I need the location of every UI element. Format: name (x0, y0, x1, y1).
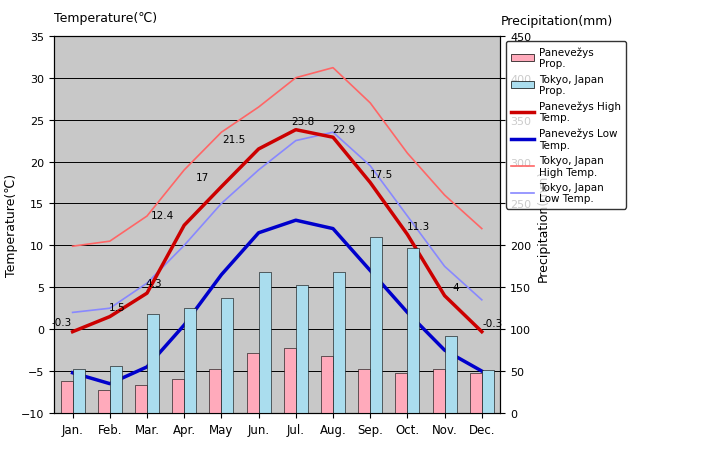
Text: 1.5: 1.5 (109, 302, 125, 312)
Bar (370, 237, 382, 413)
Y-axis label: Precipitation(mm): Precipitation(mm) (537, 169, 550, 281)
Bar (210, 369, 222, 413)
Text: Precipitation(mm): Precipitation(mm) (500, 15, 613, 28)
Bar (60, 381, 73, 413)
Text: 11.3: 11.3 (407, 221, 430, 231)
Text: 4.3: 4.3 (145, 279, 162, 289)
Bar (135, 386, 147, 413)
Text: 17.5: 17.5 (369, 169, 393, 179)
Bar (73, 369, 84, 413)
Bar (172, 380, 184, 413)
Bar (470, 373, 482, 413)
Bar (147, 314, 159, 413)
Legend: Panevežys
Prop., Tokyo, Japan
Prop., Panevežys High
Temp., Panevežys Low
Temp., : Panevežys Prop., Tokyo, Japan Prop., Pan… (505, 42, 626, 209)
Bar (184, 308, 196, 413)
Text: -0.3: -0.3 (483, 319, 503, 329)
Text: Temperature(℃): Temperature(℃) (54, 11, 157, 25)
Bar (247, 353, 258, 413)
Text: 21.5: 21.5 (222, 135, 246, 145)
Y-axis label: Temperature(℃): Temperature(℃) (5, 174, 18, 276)
Bar (444, 336, 456, 413)
Bar (98, 390, 109, 413)
Bar (408, 248, 419, 413)
Bar (284, 348, 296, 413)
Bar (321, 356, 333, 413)
Text: 22.9: 22.9 (333, 124, 356, 134)
Text: 23.8: 23.8 (291, 117, 315, 127)
Text: -0.3: -0.3 (51, 317, 71, 327)
Bar (296, 285, 307, 413)
Bar (222, 298, 233, 413)
Bar (109, 366, 122, 413)
Text: 12.4: 12.4 (150, 211, 174, 221)
Bar (482, 370, 494, 413)
Bar (333, 273, 345, 413)
Bar (395, 373, 408, 413)
Text: 4: 4 (452, 282, 459, 292)
Bar (433, 369, 444, 413)
Bar (258, 273, 271, 413)
Bar (359, 369, 370, 413)
Text: 17: 17 (195, 173, 209, 182)
